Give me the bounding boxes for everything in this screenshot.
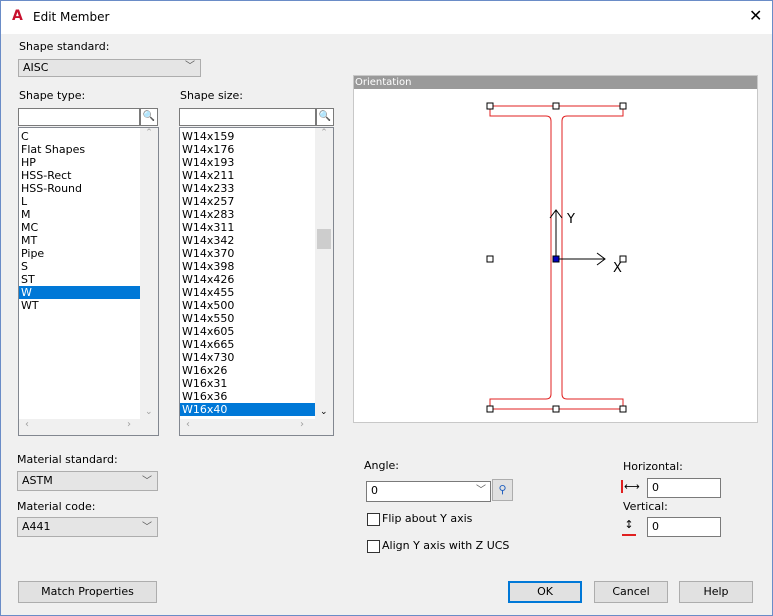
center-grip [552,255,560,263]
grip-handles [486,102,627,413]
list-item[interactable]: W14x550 [182,312,235,325]
orientation-panel: Orientation Y X [353,75,758,423]
chevron-down-icon: ﹀ [142,522,152,533]
list-item[interactable]: MC [21,221,39,234]
y-axis-label: Y [566,212,575,227]
list-item[interactable]: Flat Shapes [21,143,86,156]
list-item[interactable]: W14x455 [182,286,235,299]
material-standard-label: Material standard: [17,453,118,466]
list-item[interactable]: W14x342 [182,234,235,247]
list-item[interactable]: W [19,286,141,299]
material-code-label: Material code: [17,500,96,513]
horizontal-offset-icon: ⟷ [621,480,640,493]
material-standard-value: ASTM [22,474,53,487]
angle-label: Angle: [364,459,400,472]
chevron-down-icon: ﹀ [142,476,152,487]
pick-angle-button[interactable]: ⚲ [492,479,513,501]
close-icon[interactable]: ✕ [749,6,763,25]
help-button[interactable]: Help [679,581,753,603]
title-bar [1,1,772,34]
list-item[interactable]: W14x176 [182,143,235,156]
list-item[interactable]: W14x193 [182,156,235,169]
list-item[interactable]: S [21,260,28,273]
autocad-logo-icon: A [12,8,23,24]
material-standard-combo[interactable]: ASTM ﹀ [17,471,158,491]
list-item[interactable]: W14x370 [182,247,235,260]
flip-checkbox[interactable] [367,513,380,526]
member-preview[interactable]: Y X [354,89,757,422]
list-item[interactable]: C [21,130,29,143]
list-item[interactable]: L [21,195,28,208]
list-item[interactable]: W16x40 [180,403,315,416]
list-item[interactable]: HP [21,156,36,169]
list-item[interactable]: W14x233 [182,182,235,195]
list-item[interactable]: ST [21,273,35,286]
list-item[interactable]: W14x311 [182,221,235,234]
horizontal-label: Horizontal: [623,460,683,473]
list-item[interactable]: W16x26 [182,364,228,377]
scrollbar-thumb[interactable] [317,229,331,249]
angle-combo[interactable]: 0 ﹀ [366,481,491,502]
shape-size-label: Shape size: [180,89,243,102]
horizontal-scrollbar[interactable]: ‹ › [19,419,158,435]
shape-size-search-input[interactable] [179,108,316,126]
material-code-value: A441 [22,520,51,533]
shape-type-list[interactable]: C Flat Shapes HP HSS-Rect HSS-Round L M MC MT Pip… [18,127,159,436]
vertical-label: Vertical: [623,500,668,513]
list-item[interactable]: W14x500 [182,299,235,312]
chevron-down-icon: ﹀ [185,61,195,72]
list-item[interactable]: M [21,208,31,221]
horizontal-scrollbar[interactable]: ‹ › [180,419,333,435]
align-checkbox[interactable] [367,540,380,553]
align-label: Align Y axis with Z UCS [382,539,510,552]
list-item[interactable]: W14x605 [182,325,235,338]
shape-type-label: Shape type: [19,89,86,102]
list-item[interactable]: Pipe [21,247,45,260]
horizontal-input[interactable]: 0 [647,478,721,498]
window-title: Edit Member [33,10,110,24]
shape-type-search-input[interactable] [18,108,140,126]
flip-label: Flip about Y axis [382,512,473,525]
list-item[interactable]: W14x211 [182,169,235,182]
shape-standard-label: Shape standard: [19,40,110,53]
list-item[interactable]: MT [21,234,38,247]
list-item[interactable]: W14x159 [182,130,235,143]
list-item[interactable]: W14x257 [182,195,235,208]
cancel-button[interactable]: Cancel [594,581,668,603]
vertical-scrollbar[interactable]: ⌃ ⌄ [140,128,158,419]
list-item[interactable]: W14x730 [182,351,235,364]
material-code-combo[interactable]: A441 ﹀ [17,517,158,537]
pick-point-icon: ⚲ [498,483,507,496]
list-item[interactable]: W16x31 [182,377,228,390]
list-item[interactable]: HSS-Round [21,182,83,195]
list-item[interactable]: HSS-Rect [21,169,72,182]
vertical-input[interactable]: 0 [647,517,721,537]
list-item[interactable]: W14x426 [182,273,235,286]
list-item[interactable]: W14x665 [182,338,235,351]
vertical-scrollbar[interactable]: ⌃ ⌄ [315,128,333,419]
list-item[interactable]: W14x283 [182,208,235,221]
orientation-title: Orientation [354,76,757,89]
list-item[interactable]: W16x36 [182,390,228,403]
search-icon[interactable]: 🔍 [316,108,334,126]
shape-size-list[interactable]: W14x159 W14x176 W14x193 W14x211 W14x233 W14x2… [179,127,334,436]
ok-button[interactable]: OK [508,581,582,603]
vertical-offset-icon: ↕ [622,517,636,536]
search-icon[interactable]: 🔍 [140,108,158,126]
list-item[interactable]: W14x398 [182,260,235,273]
chevron-down-icon: ﹀ [476,485,486,496]
match-properties-button[interactable]: Match Properties [18,581,157,603]
list-item[interactable]: WT [21,299,39,312]
shape-standard-combo[interactable]: AISC ﹀ [18,59,201,77]
x-axis-label: X [613,261,622,276]
angle-value: 0 [371,484,378,497]
shape-standard-value: AISC [23,61,49,74]
